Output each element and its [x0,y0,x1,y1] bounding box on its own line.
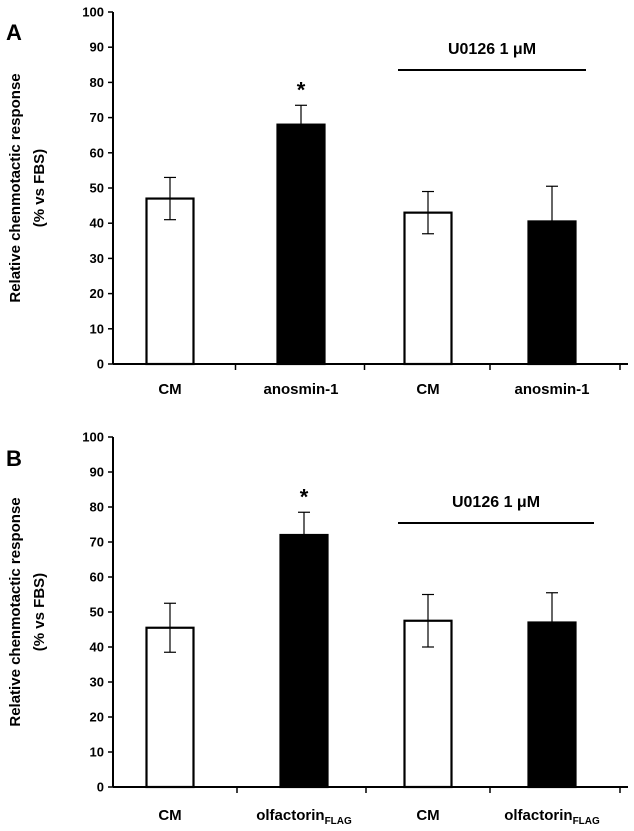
bar [527,220,577,366]
treatment-label: U0126 1 μM [452,494,540,511]
y-tick-label: 90 [90,465,104,480]
bar [279,533,329,789]
y-tick-label: 50 [90,605,104,620]
bar [276,123,326,366]
x-category-label: anosmin-1 [263,381,338,398]
y-tick-label: 70 [90,110,104,125]
y-tick-label: 80 [90,500,104,515]
y-tick-label: 30 [90,251,104,266]
x-category-subscript: FLAG [325,816,352,827]
y-tick-label: 100 [82,430,104,445]
y-tick-label: 90 [90,40,104,55]
x-category-subscript: FLAG [573,816,600,827]
x-category-label: anosmin-1 [514,381,589,398]
y-axis-title-unit: (% vs FBS) [31,573,48,651]
x-category-label: CM [158,807,181,824]
y-tick-label: 60 [90,570,104,585]
x-category-label: olfactorinFLAG [256,807,352,827]
bar [527,621,577,789]
x-category-label: CM [416,807,439,824]
y-tick-label: 70 [90,535,104,550]
treatment-label: U0126 1 μM [448,41,536,58]
y-tick-label: 0 [97,780,104,795]
y-tick-label: 20 [90,286,104,301]
panel-label: A [6,20,22,45]
y-tick-label: 40 [90,640,104,655]
y-tick-label: 60 [90,145,104,160]
y-tick-label: 50 [90,181,104,196]
bar [403,619,453,789]
y-tick-label: 10 [90,321,104,336]
y-axis-title-unit: (% vs FBS) [31,149,48,227]
chart-panel-b: B Relative chenmotactic response (% vs FBS… [6,430,628,827]
chart-panel-a: A Relative chenmotactic response (% vs FBS… [6,5,628,398]
significance-marker: * [297,77,306,102]
y-tick-label: 80 [90,75,104,90]
bar [403,211,453,366]
bar [145,626,195,789]
y-tick-label: 20 [90,710,104,725]
y-axis-title: Relative chenmotactic response [7,497,24,726]
x-category-label: olfactorinFLAG [504,807,600,827]
panel-label: B [6,446,22,471]
bar [145,197,195,366]
y-tick-label: 100 [82,5,104,20]
significance-marker: * [300,484,309,509]
y-tick-label: 10 [90,745,104,760]
x-category-label: CM [416,381,439,398]
y-axis-title: Relative chenmotactic response [7,73,24,302]
y-tick-label: 40 [90,216,104,231]
y-tick-label: 0 [97,357,104,372]
y-tick-label: 30 [90,675,104,690]
x-category-label: CM [158,381,181,398]
